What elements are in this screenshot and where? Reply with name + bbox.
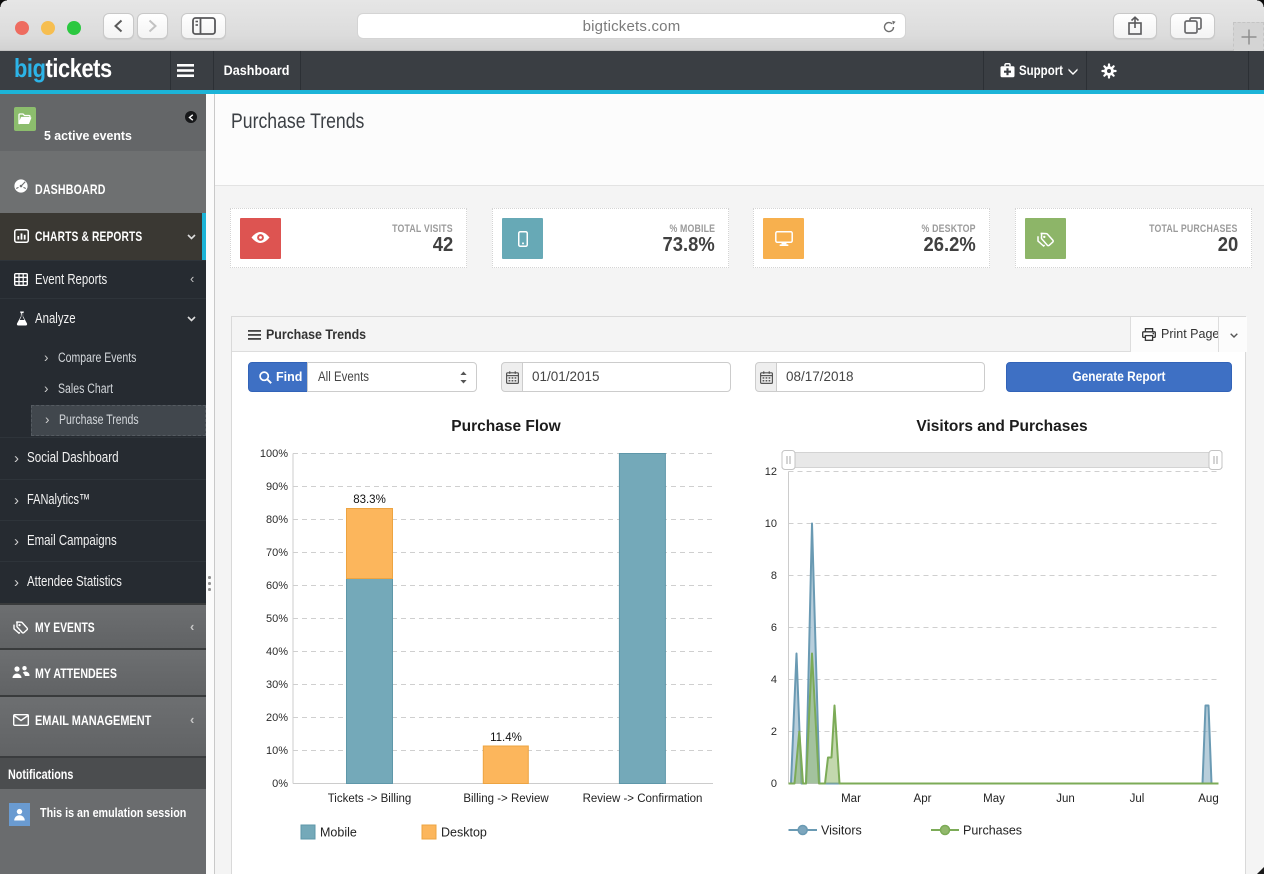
svg-text:Review -> Confirmation: Review -> Confirmation <box>583 793 703 805</box>
svg-text:Desktop: Desktop <box>441 826 487 840</box>
svg-text:Mar: Mar <box>841 793 861 805</box>
svg-text:60%: 60% <box>266 580 288 592</box>
svg-text:Aug: Aug <box>1198 793 1218 805</box>
svg-text:11.4%: 11.4% <box>490 732 522 744</box>
svg-text:6: 6 <box>771 622 777 634</box>
svg-text:Purchases: Purchases <box>963 824 1022 838</box>
svg-text:Visitors: Visitors <box>821 824 862 838</box>
svg-text:83.3%: 83.3% <box>353 494 386 506</box>
svg-text:Tickets -> Billing: Tickets -> Billing <box>328 793 412 805</box>
svg-text:Billing -> Review: Billing -> Review <box>463 793 549 805</box>
svg-text:Mobile: Mobile <box>320 826 357 840</box>
svg-text:May: May <box>983 793 1005 805</box>
svg-text:12: 12 <box>765 466 777 478</box>
svg-text:80%: 80% <box>266 514 288 526</box>
svg-text:100%: 100% <box>260 448 288 460</box>
svg-text:Apr: Apr <box>914 793 932 805</box>
svg-text:70%: 70% <box>266 547 288 559</box>
svg-text:30%: 30% <box>266 679 288 691</box>
svg-text:90%: 90% <box>266 481 288 493</box>
svg-text:Jun: Jun <box>1056 793 1075 805</box>
svg-text:Jul: Jul <box>1130 793 1145 805</box>
svg-text:8: 8 <box>771 570 777 582</box>
svg-text:4: 4 <box>771 674 777 686</box>
svg-text:40%: 40% <box>266 646 288 658</box>
svg-text:20%: 20% <box>266 712 288 724</box>
svg-text:0%: 0% <box>272 778 288 790</box>
svg-text:Visitors and Purchases: Visitors and Purchases <box>916 418 1087 435</box>
svg-text:10: 10 <box>765 518 777 530</box>
svg-text:50%: 50% <box>266 613 288 625</box>
svg-text:0: 0 <box>771 778 777 790</box>
svg-text:10%: 10% <box>266 745 288 757</box>
svg-text:Purchase Flow: Purchase Flow <box>451 418 561 435</box>
svg-text:2: 2 <box>771 726 777 738</box>
